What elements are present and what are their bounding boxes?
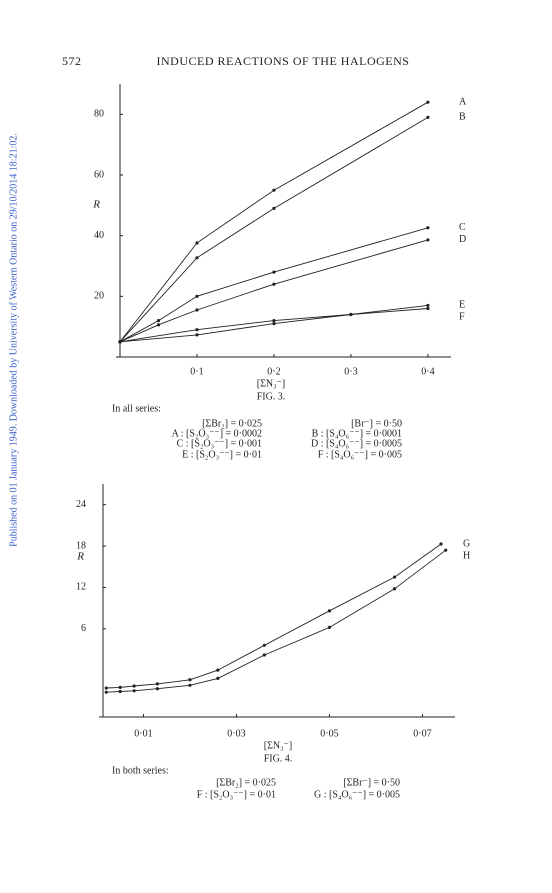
- condition: D : [S₄O₆⁻⁻] = 0·0005: [311, 438, 402, 449]
- data-point: [272, 319, 276, 323]
- data-point: [327, 609, 332, 613]
- series-label: B: [459, 112, 466, 123]
- x-tick-label: 0·3: [344, 366, 357, 377]
- data-point: [262, 643, 266, 647]
- series-label: A: [459, 96, 467, 107]
- data-point: [118, 340, 122, 344]
- data-point: [155, 687, 160, 691]
- side-note: Published on 01 January 1949. Downloaded…: [8, 133, 19, 547]
- data-point: [188, 678, 192, 682]
- data-point: [155, 682, 160, 686]
- data-point: [272, 188, 276, 192]
- series-label: G: [463, 538, 470, 549]
- running-title: INDUCED REACTIONS OF THE HALOGENS: [157, 54, 410, 68]
- y-tick-label: 6: [81, 623, 86, 634]
- data-point: [426, 303, 430, 308]
- data-point: [216, 676, 220, 680]
- series-line: [119, 101, 429, 343]
- data-point: [272, 282, 276, 286]
- y-axis-label: R: [76, 551, 84, 563]
- x-tick-label: 0·07: [413, 728, 431, 739]
- data-point: [195, 256, 199, 260]
- series-label: C: [459, 222, 466, 233]
- condition: E : [S₂O₃⁻⁻] = 0·01: [182, 449, 262, 460]
- condition: [ΣBr₂] = 0·025: [202, 418, 262, 429]
- page-number: 572: [62, 54, 82, 68]
- data-point: [195, 328, 199, 332]
- data-point: [392, 575, 397, 579]
- x-tick-label: 0·01: [134, 728, 152, 739]
- data-point: [195, 294, 199, 298]
- data-point: [327, 625, 332, 629]
- data-point: [272, 206, 276, 210]
- data-point: [426, 226, 430, 230]
- condition: [Br⁻] = 0·50: [351, 418, 402, 429]
- x-axis-label: [ΣN₃⁻]: [257, 378, 285, 389]
- data-point: [188, 683, 192, 687]
- data-point: [439, 542, 443, 546]
- series-line: [106, 549, 446, 693]
- data-point: [444, 548, 448, 552]
- series-label: H: [463, 550, 470, 561]
- data-point: [156, 319, 161, 323]
- data-point: [104, 686, 108, 690]
- condition: F : [S₄O₆⁻⁻] = 0·005: [318, 449, 402, 460]
- condition: F : [S₂O₃⁻⁻] = 0·01: [197, 789, 276, 800]
- condition: A : [S₂O₃⁻⁻] = 0·0002: [172, 428, 262, 439]
- data-point: [132, 689, 136, 693]
- data-point: [426, 100, 430, 104]
- data-point: [195, 333, 199, 337]
- data-point: [426, 238, 430, 242]
- x-tick-label: 0·05: [320, 728, 338, 739]
- data-point: [156, 323, 161, 327]
- x-tick-label: 0·2: [267, 366, 280, 377]
- y-axis-label: R: [92, 199, 100, 211]
- series-label: E: [459, 300, 465, 311]
- y-tick-label: 18: [76, 540, 86, 551]
- data-point: [195, 241, 199, 245]
- x-tick-label: 0·1: [190, 366, 203, 377]
- conditions-heading: In all series:: [112, 403, 161, 414]
- data-point: [426, 115, 430, 119]
- figure-caption: FIG. 3.: [257, 391, 286, 402]
- data-point: [272, 270, 276, 274]
- data-point: [349, 312, 353, 317]
- data-point: [426, 306, 430, 311]
- series-line: [119, 117, 429, 343]
- series-line: [106, 543, 442, 689]
- data-point: [118, 689, 122, 694]
- y-tick-label: 20: [94, 291, 104, 302]
- condition: G : [S₄O₆⁻⁻] = 0·005: [314, 789, 400, 800]
- x-axis-label: [ΣN₃⁻]: [264, 740, 292, 751]
- condition: C : [S₂O₃⁻⁻] = 0·001: [177, 438, 262, 449]
- data-point: [132, 684, 136, 688]
- data-point: [104, 690, 108, 694]
- series-label: D: [459, 234, 466, 245]
- condition: [ΣBr⁻] = 0·50: [343, 777, 400, 788]
- data-point: [118, 685, 122, 689]
- data-point: [195, 308, 199, 312]
- y-tick-label: 80: [94, 109, 104, 120]
- x-tick-label: 0·03: [227, 728, 245, 739]
- data-point: [392, 587, 397, 591]
- condition: [ΣBr₂] = 0·025: [216, 777, 276, 788]
- condition: B : [S₄O₆⁻⁻] = 0·0001: [312, 428, 402, 439]
- x-tick-label: 0·4: [421, 366, 434, 377]
- figure-caption: FIG. 4.: [264, 753, 293, 764]
- series-label: F: [459, 312, 465, 323]
- data-point: [262, 653, 266, 657]
- y-tick-label: 12: [76, 582, 86, 593]
- conditions-heading: In both series:: [112, 765, 169, 776]
- y-tick-label: 60: [94, 169, 104, 180]
- data-point: [272, 322, 276, 326]
- y-tick-label: 40: [94, 230, 104, 241]
- data-point: [216, 668, 220, 672]
- y-tick-label: 24: [76, 499, 86, 510]
